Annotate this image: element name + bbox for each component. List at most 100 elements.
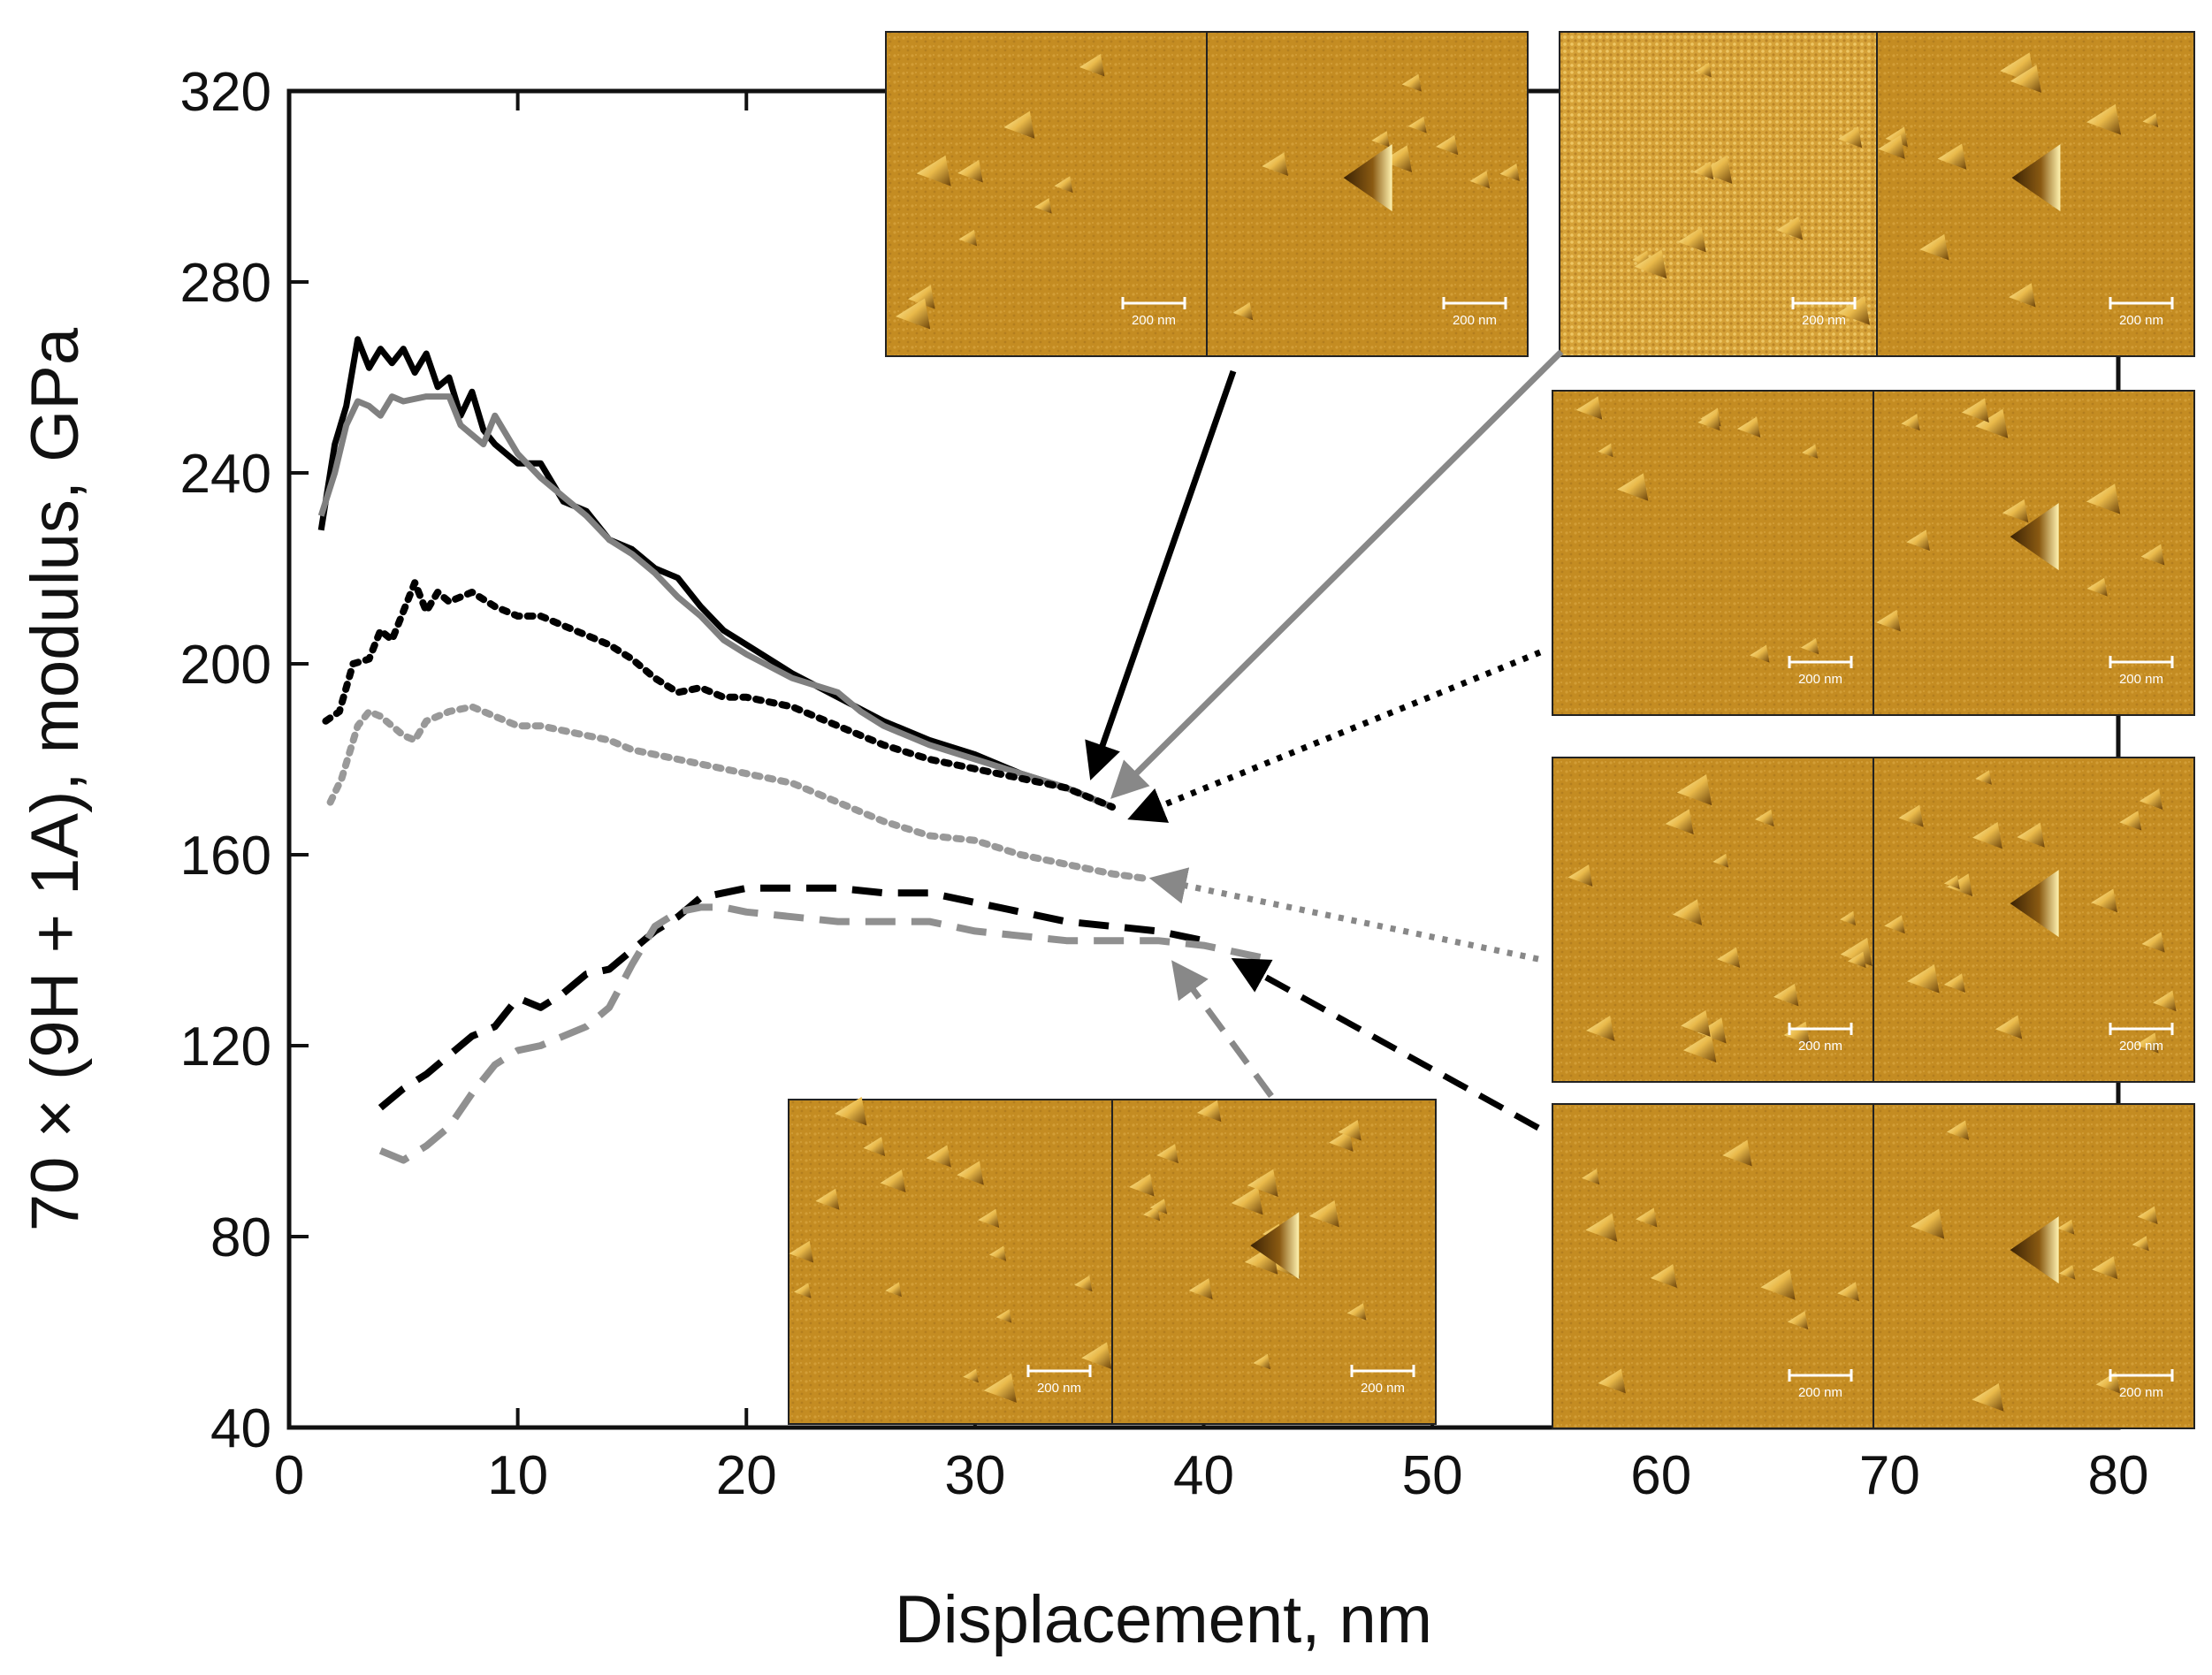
afm-bump xyxy=(1346,1303,1367,1321)
y-tick-label: 280 xyxy=(180,253,271,314)
afm-bump xyxy=(1773,983,1799,1007)
afm-bump xyxy=(1617,473,1649,501)
x-axis: 0 10 20 30 40 50 60 70 80 xyxy=(274,91,2149,1506)
y-tick-label: 40 xyxy=(210,1398,271,1459)
afm-bump xyxy=(2002,499,2029,523)
afm-bump xyxy=(1911,1208,1945,1239)
afm-bump xyxy=(1937,143,1967,170)
x-tick-label: 0 xyxy=(274,1445,304,1506)
afm-inset-top-left: 200 nm 200 nm xyxy=(885,31,1529,357)
afm-bump xyxy=(2095,1371,2120,1394)
scale-bar-label: 200 nm xyxy=(1453,313,1497,328)
scale-bar-label: 200 nm xyxy=(1132,313,1176,328)
afm-bump xyxy=(1962,398,1989,423)
arrow-solid-gray xyxy=(1110,349,1564,799)
afm-bump xyxy=(1898,804,1924,827)
afm-bump xyxy=(2139,788,2163,810)
series-layer xyxy=(317,336,1273,1164)
x-tick-label: 80 xyxy=(2088,1445,2149,1506)
y-tick-label: 240 xyxy=(180,444,271,505)
x-tick-label: 60 xyxy=(1630,1445,1691,1506)
afm-bump xyxy=(880,1169,906,1193)
afm-bump xyxy=(1972,1382,2004,1412)
afm-bump xyxy=(1407,116,1427,133)
afm-bump xyxy=(1188,1278,1213,1300)
afm-bump xyxy=(1636,1207,1658,1228)
afm-bump xyxy=(2086,483,2121,514)
y-tick-label: 320 xyxy=(180,62,271,123)
afm-bump xyxy=(863,1137,886,1156)
afm-bump xyxy=(1338,1120,1362,1141)
series-line-dashed-gray xyxy=(378,903,1273,1164)
afm-bump xyxy=(1787,1311,1809,1330)
afm-bump xyxy=(1253,1353,1270,1370)
afm-bump xyxy=(1776,216,1803,240)
afm-bump xyxy=(995,1309,1012,1323)
afm-image-panel xyxy=(1552,1103,1874,1429)
afm-bump xyxy=(1712,853,1729,868)
afm-bump xyxy=(1736,416,1761,438)
afm-bump xyxy=(1401,73,1422,92)
indent-mark xyxy=(2010,870,2059,938)
afm-bump xyxy=(1693,161,1714,180)
afm-bump xyxy=(2009,283,2036,308)
scale-bar-label: 200 nm xyxy=(1798,1039,1842,1054)
afm-bump xyxy=(1919,233,1949,261)
afm-bump xyxy=(1469,171,1491,189)
afm-bump xyxy=(1371,131,1390,148)
afm-bump xyxy=(983,1373,1017,1403)
scale-bar-label: 200 nm xyxy=(1802,313,1846,328)
afm-bump xyxy=(988,1245,1007,1261)
afm-bump xyxy=(1567,864,1593,887)
afm-bump xyxy=(1717,947,1741,968)
x-tick-label: 10 xyxy=(487,1445,548,1506)
afm-bump xyxy=(1598,443,1613,458)
y-tick-label: 80 xyxy=(210,1207,271,1268)
series-line-dashed-black xyxy=(378,884,1205,1111)
afm-bump xyxy=(957,1161,984,1185)
afm-bump xyxy=(926,1145,951,1168)
afm-bump xyxy=(2017,822,2045,848)
afm-bump xyxy=(1262,152,1289,177)
series-line-solid-black xyxy=(317,336,1114,811)
afm-bump xyxy=(2132,1236,2149,1252)
y-tick-label: 160 xyxy=(180,826,271,887)
afm-bump xyxy=(1677,226,1706,253)
afm-bump xyxy=(1943,875,1960,890)
afm-bump xyxy=(1876,609,1901,632)
afm-bump xyxy=(1499,163,1520,181)
afm-bump xyxy=(1837,1282,1859,1302)
arrow-dotted-black xyxy=(1127,649,1542,823)
afm-bump xyxy=(1575,396,1603,420)
afm-bump xyxy=(2135,1032,2159,1054)
afm-bump xyxy=(1783,1021,1811,1046)
y-axis-title: 70 × (9H + 1A), modulus, GPa xyxy=(18,327,93,1231)
afm-bump xyxy=(2092,1256,2118,1280)
scale-bar-label: 200 nm xyxy=(1361,1381,1405,1396)
afm-bump xyxy=(2091,888,2118,913)
afm-image-panel xyxy=(1552,390,1874,716)
afm-bump xyxy=(1995,1015,2023,1039)
afm-bump xyxy=(916,155,951,187)
afm-bump xyxy=(1634,249,1667,279)
afm-bump xyxy=(1697,410,1720,431)
arrow-solid-black xyxy=(1085,369,1237,780)
afm-inset-bottom-center: 200 nm 200 nm xyxy=(788,1096,1437,1425)
scale-bar-label: 200 nm xyxy=(2119,672,2163,687)
scale-bar-label: 200 nm xyxy=(2119,1385,2163,1400)
afm-image-panel xyxy=(1559,31,1878,357)
afm-bump xyxy=(1156,1144,1178,1164)
afm-bump xyxy=(1650,1264,1677,1289)
afm-bump xyxy=(789,1240,814,1263)
afm-bump xyxy=(2137,1206,2158,1225)
afm-bump xyxy=(1034,197,1052,214)
afm-bump xyxy=(1074,1275,1093,1292)
afm-bump xyxy=(1946,1120,1970,1140)
inset-arrows xyxy=(1085,349,1564,1131)
afm-bump xyxy=(2086,103,2121,135)
afm-bump xyxy=(885,1282,902,1298)
afm-bump xyxy=(1308,1199,1339,1228)
afm-bump xyxy=(1972,821,2002,849)
series-line-dotted-black xyxy=(322,579,1117,811)
afm-bump xyxy=(815,1188,840,1210)
